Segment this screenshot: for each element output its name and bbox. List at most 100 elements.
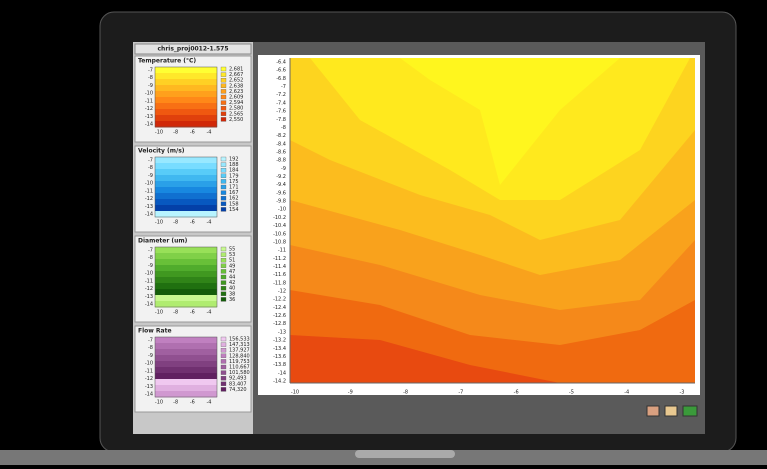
y-tick-label: -12	[145, 286, 153, 292]
legend-label: 147,313	[229, 342, 250, 348]
legend-label: 101,580	[229, 370, 250, 376]
y-tick-label: -13.2	[273, 338, 286, 344]
y-tick-label: -7	[148, 158, 153, 164]
x-tick-label: -9	[348, 390, 353, 396]
x-tick-label: -6	[190, 310, 195, 316]
button[interactable]	[664, 405, 678, 417]
legend-label: 154	[229, 207, 239, 213]
x-tick-label: -8	[173, 400, 178, 406]
legend-swatch	[220, 297, 227, 302]
contour-band	[155, 253, 217, 260]
x-tick-label: -8	[173, 130, 178, 136]
x-tick-label: -10	[155, 400, 163, 406]
y-tick-label: -8	[148, 255, 153, 261]
legend-swatch	[220, 106, 227, 111]
contour-band	[155, 67, 217, 74]
legend-label: 44	[229, 275, 235, 281]
y-tick-label: -12	[145, 106, 153, 112]
y-tick-label: -14	[145, 122, 153, 128]
contour-band	[155, 199, 217, 206]
legend-label: 74,320	[229, 387, 247, 393]
y-tick-label: -10.4	[273, 223, 286, 229]
legend-swatch	[220, 336, 227, 342]
legend-swatch	[220, 207, 227, 212]
y-tick-label: -9	[148, 263, 153, 269]
contour-band	[155, 193, 217, 200]
contour-band	[155, 121, 217, 128]
legend-swatch	[220, 252, 227, 257]
y-tick-label: -11.2	[273, 256, 286, 262]
legend-label: 158	[229, 201, 239, 207]
legend-swatch	[220, 364, 227, 370]
legend-label: 36	[229, 297, 235, 303]
legend-label: 156,533	[229, 337, 250, 343]
legend-swatch	[220, 286, 227, 291]
button[interactable]	[646, 405, 660, 417]
y-tick-label: -11.6	[273, 272, 286, 278]
y-tick-label: -13.6	[273, 354, 286, 360]
legend-swatch	[220, 83, 227, 88]
legend-swatch	[220, 291, 227, 296]
x-tick-label: -8	[173, 310, 178, 316]
x-tick-label: -10	[155, 130, 163, 136]
panel-title: Velocity (m/s)	[138, 148, 185, 155]
y-tick-label: -13	[145, 114, 153, 120]
contour-band	[155, 157, 217, 164]
y-tick-label: -8	[148, 75, 153, 81]
contour-band	[155, 349, 217, 356]
x-tick-label: -8	[173, 220, 178, 226]
contour-band	[155, 79, 217, 86]
title-bar	[134, 43, 252, 55]
notch	[355, 450, 455, 458]
y-tick-label: -9.8	[276, 199, 286, 205]
legend-swatch	[220, 348, 227, 353]
legend-swatch	[220, 66, 227, 72]
legend-label: 2,609	[229, 95, 243, 101]
contour-band	[155, 295, 217, 302]
y-tick-label: -10.2	[273, 215, 286, 221]
y-tick-label: -9	[148, 83, 153, 89]
legend-swatch	[220, 168, 227, 173]
x-tick-label: -4	[207, 400, 212, 406]
y-tick-label: -11.4	[273, 264, 286, 270]
legend-swatch	[220, 94, 227, 100]
y-tick-label: -13.8	[273, 362, 286, 368]
x-tick-label: -10	[291, 390, 299, 396]
panel-title: Temperature (°C)	[138, 58, 196, 65]
x-tick-label: -10	[155, 220, 163, 226]
y-tick-label: -8.2	[276, 133, 286, 139]
y-tick-label: -12	[145, 196, 153, 202]
y-tick-label: -10	[145, 91, 153, 97]
y-tick-label: -14	[145, 212, 153, 218]
contour-band	[155, 277, 217, 284]
x-tick-label: -4	[207, 310, 212, 316]
contour-band	[155, 259, 217, 266]
y-tick-label: -14.2	[273, 379, 286, 385]
legend-label: 2,623	[229, 89, 243, 95]
legend-label: 40	[229, 286, 235, 292]
y-tick-label: -13	[278, 329, 286, 335]
contour-band	[155, 205, 217, 212]
legend-swatch	[220, 78, 227, 83]
contour-band	[155, 385, 217, 392]
button[interactable]	[682, 405, 698, 417]
x-tick-label: -10	[155, 310, 163, 316]
legend-swatch	[220, 89, 227, 94]
contour-band	[155, 337, 217, 344]
y-tick-label: -9.2	[276, 174, 286, 180]
legend-swatch	[220, 280, 227, 285]
legend-label: 162	[229, 196, 239, 202]
contour-band	[155, 187, 217, 194]
legend-swatch	[220, 100, 227, 105]
plot-frame	[154, 156, 218, 218]
contour-band	[155, 109, 217, 116]
legend-label: 184	[229, 168, 239, 174]
contour-map	[290, 58, 695, 383]
legend-label: 47	[229, 269, 235, 275]
legend-swatch	[220, 184, 227, 190]
y-tick-label: -9	[148, 173, 153, 179]
y-tick-label: -7.6	[276, 109, 286, 115]
y-tick-label: -8	[281, 125, 286, 131]
y-tick-label: -10	[145, 271, 153, 277]
